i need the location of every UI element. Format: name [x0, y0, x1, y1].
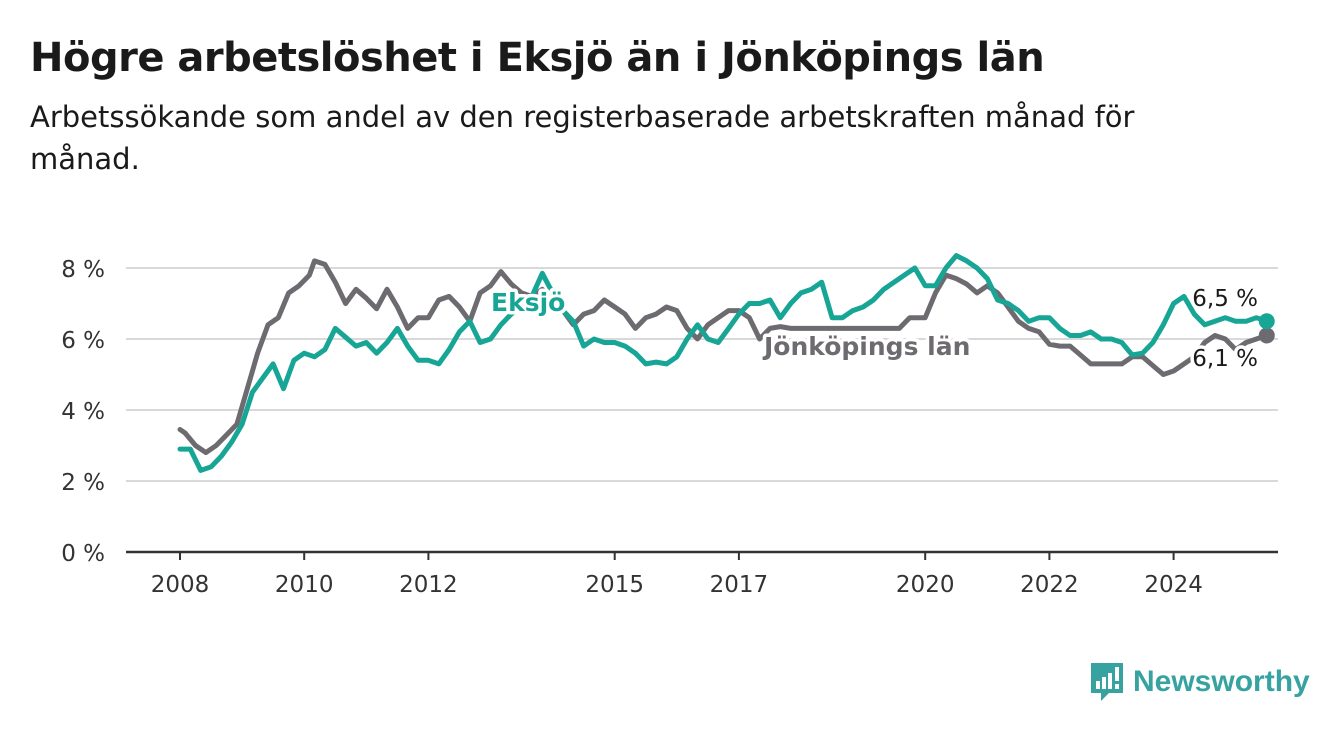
x-tick-label: 2020	[896, 572, 955, 598]
series-label-eksjo: Eksjö	[491, 288, 565, 317]
end-value-jonkopings-lan-halo: 6,1 %	[1192, 346, 1258, 372]
y-tick-label: 6 %	[61, 328, 105, 354]
chart-title: Högre arbetslöshet i Eksjö än i Jönköpin…	[30, 35, 1045, 81]
y-tick-label: 0 %	[61, 541, 105, 567]
x-tick-label: 2015	[585, 572, 644, 598]
y-tick-label: 4 %	[61, 399, 105, 425]
end-value-jonkopings-lan: 6,1 %	[1192, 346, 1258, 372]
chart-subtitle: Arbetssökande som andel av den registerb…	[30, 100, 1135, 176]
series-line-jonkopings-lan	[177, 258, 1270, 456]
series-label-jonkopings-lan-halo: Jönköpings län	[762, 332, 970, 361]
bar-chart-exclamation-icon	[1091, 663, 1123, 701]
x-axis: 2008 2010 2012 2015 2017 2020 2022 2024	[126, 550, 1278, 598]
end-value-eksjo: 6,5 %	[1192, 286, 1258, 312]
brand-name: Newsworthy	[1133, 665, 1310, 698]
end-value-eksjo-halo: 6,5 %	[1192, 286, 1258, 312]
series-lines	[177, 253, 1275, 473]
x-tick-label: 2010	[275, 572, 334, 598]
y-tick-label: 8 %	[61, 257, 105, 283]
x-tick-label: 2008	[151, 572, 210, 598]
x-tick-label: 2017	[710, 572, 769, 598]
x-tick-label: 2012	[399, 572, 458, 598]
y-axis-tick-labels: 0 % 2 % 4 % 6 % 8 %	[61, 257, 105, 567]
series-label-jonkopings-lan: Jönköpings län	[762, 332, 970, 361]
series-end-marker-eksjo	[1258, 313, 1275, 330]
x-tick-label: 2024	[1144, 572, 1203, 598]
gridlines	[126, 267, 1278, 482]
y-tick-label: 2 %	[61, 470, 105, 496]
newsworthy-logo: Newsworthy	[1089, 660, 1310, 704]
series-label-eksjo-halo: Eksjö	[491, 288, 565, 317]
x-tick-label: 2022	[1020, 572, 1079, 598]
series-line-eksjo	[177, 253, 1270, 473]
series-end-marker-jonkopings-lan	[1258, 327, 1275, 344]
